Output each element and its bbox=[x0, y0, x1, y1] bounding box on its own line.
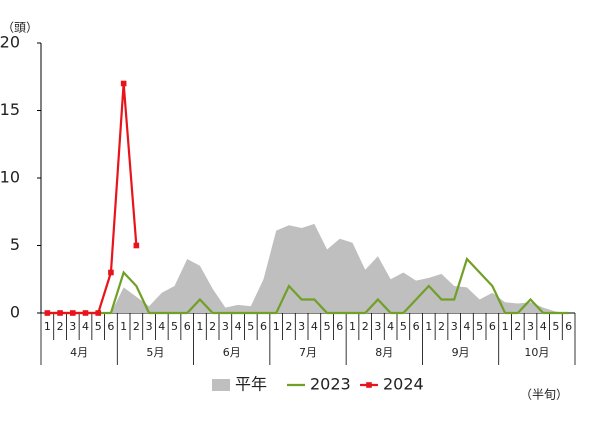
marker bbox=[69, 310, 76, 316]
month-label: 6月 bbox=[223, 346, 241, 359]
x-tick-label: 2 bbox=[514, 320, 521, 333]
x-tick-label: 2 bbox=[133, 320, 140, 333]
x-tick-label: 5 bbox=[247, 320, 254, 333]
x-tick-label: 1 bbox=[349, 320, 356, 333]
legend-swatch bbox=[212, 379, 230, 391]
x-tick-label: 6 bbox=[260, 320, 267, 333]
month-label: 7月 bbox=[299, 346, 317, 359]
x-tick-label: 3 bbox=[374, 320, 381, 333]
x-tick-label: 5 bbox=[400, 320, 407, 333]
x-tick-label: 1 bbox=[120, 320, 127, 333]
marker bbox=[44, 310, 51, 316]
line bbox=[47, 256, 569, 315]
x-tick-label: 3 bbox=[222, 320, 229, 333]
month-label: 8月 bbox=[375, 346, 393, 359]
x-tick-label: 1 bbox=[196, 320, 203, 333]
x-tick-label: 3 bbox=[298, 320, 305, 333]
y-tick-label: 5 bbox=[10, 235, 20, 254]
y-tick-label: 20 bbox=[0, 33, 20, 52]
x-tick-label: 2 bbox=[362, 320, 369, 333]
x-tick-label: 4 bbox=[311, 320, 318, 333]
x-tick-label: 4 bbox=[82, 320, 89, 333]
y-axis-label: （頭） bbox=[2, 21, 38, 35]
x-tick-label: 2 bbox=[438, 320, 445, 333]
marker bbox=[133, 242, 140, 249]
marker bbox=[57, 310, 63, 316]
x-tick-label: 5 bbox=[95, 320, 102, 333]
x-tick-label: 6 bbox=[336, 320, 343, 333]
x-tick-label: 1 bbox=[44, 320, 51, 333]
legend-label: 平年 bbox=[235, 375, 267, 394]
x-tick-label: 3 bbox=[146, 320, 153, 333]
x-tick-label: 5 bbox=[552, 320, 559, 333]
x-tick-label: 1 bbox=[502, 320, 509, 333]
x-tick-label: 1 bbox=[425, 320, 432, 333]
x-tick-label: 2 bbox=[57, 320, 64, 333]
x-tick-label: 4 bbox=[540, 320, 547, 333]
y-tick-label: 10 bbox=[0, 168, 20, 187]
legend-label: 2024 bbox=[383, 375, 424, 394]
legend-marker bbox=[366, 382, 372, 388]
x-tick-label: 2 bbox=[209, 320, 216, 333]
x-tick-label: 2 bbox=[285, 320, 292, 333]
x-tick-label: 3 bbox=[527, 320, 534, 333]
marker bbox=[82, 310, 89, 316]
month-label: 4月 bbox=[70, 346, 88, 359]
marker bbox=[95, 310, 102, 316]
month-label: 9月 bbox=[452, 346, 470, 359]
x-tick-label: 1 bbox=[273, 320, 280, 333]
area bbox=[47, 223, 569, 313]
x-tick-label: 6 bbox=[565, 320, 572, 333]
x-tick-label: 3 bbox=[69, 320, 76, 333]
month-label: 5月 bbox=[146, 346, 164, 359]
y-tick-label: 15 bbox=[0, 100, 20, 119]
x-tick-label: 4 bbox=[235, 320, 242, 333]
x-tick-label: 5 bbox=[324, 320, 331, 333]
x-tick-label: 5 bbox=[476, 320, 483, 333]
x-tick-label: 6 bbox=[489, 320, 496, 333]
marker bbox=[108, 269, 114, 276]
x-tick-label: 4 bbox=[463, 320, 470, 333]
x-tick-label: 5 bbox=[171, 320, 178, 333]
y-tick-label: 0 bbox=[10, 303, 20, 322]
x-tick-label: 4 bbox=[387, 320, 394, 333]
x-tick-label: 6 bbox=[184, 320, 191, 333]
x-tick-label: 6 bbox=[107, 320, 114, 333]
line bbox=[47, 83, 138, 315]
x-tick-label: 6 bbox=[413, 320, 420, 333]
x-axis-label: （半旬） bbox=[520, 388, 568, 402]
x-tick-label: 3 bbox=[451, 320, 458, 333]
x-tick-label: 4 bbox=[158, 320, 165, 333]
marker bbox=[120, 80, 127, 87]
month-label: 10月 bbox=[524, 346, 549, 359]
legend-label: 2023 bbox=[310, 375, 351, 394]
